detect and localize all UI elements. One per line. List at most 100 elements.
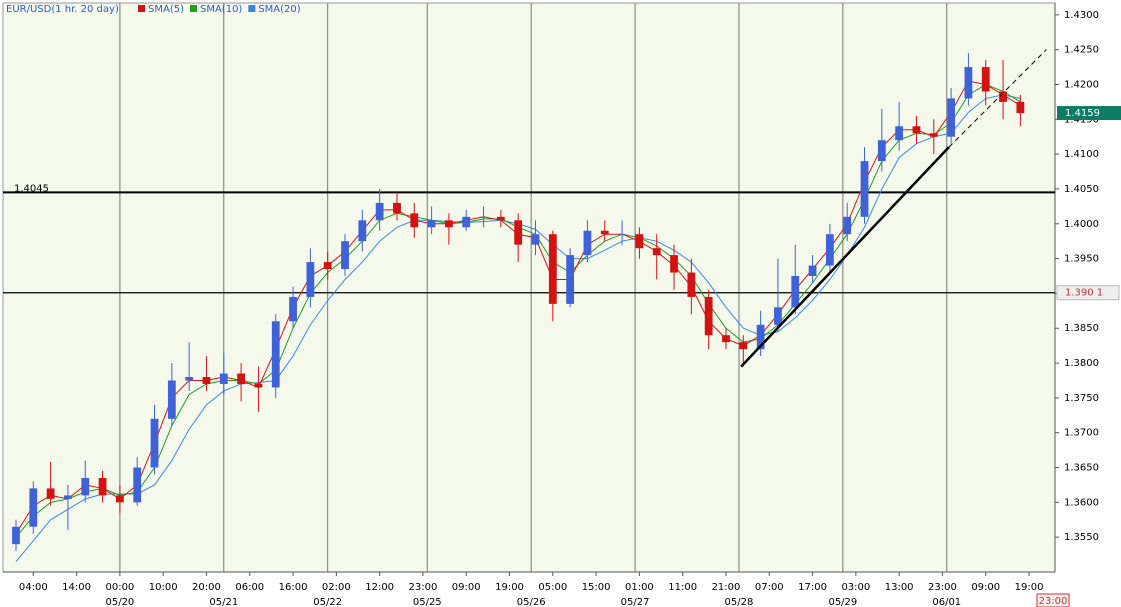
candle-body — [12, 526, 20, 545]
y-tick-label: 1.3850 — [1064, 323, 1099, 334]
candle-body — [393, 202, 401, 214]
y-tick-label: 1.3950 — [1064, 254, 1099, 265]
candle-body — [445, 220, 453, 228]
last-price-box — [1057, 106, 1121, 121]
y-tick-label: 1.4200 — [1064, 79, 1099, 90]
x-tick-label: 23:00 — [409, 582, 438, 593]
y-tick-label: 1.3750 — [1064, 393, 1099, 404]
candle-body — [687, 272, 696, 297]
x-tick-label: 09:00 — [452, 582, 481, 593]
candle-body — [929, 133, 938, 137]
candle-body — [306, 262, 315, 297]
y-tick-label: 1.3700 — [1064, 428, 1099, 439]
plot-background — [3, 3, 1055, 572]
candle-body — [791, 276, 800, 308]
candle-body — [410, 213, 419, 228]
candle-body — [323, 262, 332, 270]
date-label: 05/28 — [725, 597, 754, 607]
y-tick-label: 1.3800 — [1064, 358, 1099, 369]
x-tick-label: 01:00 — [625, 582, 654, 593]
candle-body — [912, 126, 921, 134]
candle-body — [756, 324, 765, 350]
candle-body — [548, 234, 557, 304]
candle-body — [289, 296, 297, 322]
date-label: 05/29 — [828, 597, 857, 607]
candle-body — [635, 234, 644, 249]
candle-body — [618, 234, 626, 236]
candle-body — [652, 248, 661, 256]
date-label: 05/21 — [209, 597, 238, 607]
x-tick-label: 00:00 — [105, 582, 134, 593]
candle-body — [1016, 101, 1025, 114]
x-tick-label: 19:00 — [1015, 582, 1044, 593]
x-tick-label: 05:00 — [538, 582, 567, 593]
y-tick-label: 1.3550 — [1064, 532, 1099, 543]
candle-body — [358, 220, 367, 242]
x-tick-label: 19:00 — [495, 582, 524, 593]
candle-body — [167, 380, 176, 419]
y-tick-label: 1.3650 — [1064, 463, 1099, 474]
chart-title: EUR/USD(1 hr. 20 day) — [6, 4, 119, 15]
x-tick-label: 06:00 — [235, 582, 264, 593]
x-tick-label: 17:00 — [798, 582, 827, 593]
candle-body — [185, 376, 194, 381]
candle-body — [462, 216, 471, 228]
date-label: 05/27 — [621, 597, 650, 607]
x-tick-label: 10:00 — [149, 582, 178, 593]
candle-body — [133, 467, 142, 503]
horizontal-line-label: 1.4045 — [14, 183, 49, 194]
x-tick-label: 02:00 — [322, 582, 351, 593]
x-tick-label: 09:00 — [971, 582, 1000, 593]
candle-body — [670, 255, 678, 273]
x-tick-label: 03:00 — [841, 582, 870, 593]
candle-body — [825, 234, 834, 266]
date-label: 05/26 — [517, 597, 546, 607]
legend-swatch — [189, 5, 197, 12]
candle-body — [600, 230, 609, 235]
price-marker-box — [1056, 285, 1120, 301]
candle-body — [64, 495, 72, 499]
candle-body — [150, 418, 159, 468]
candle-body — [999, 91, 1007, 102]
candle-body — [722, 335, 730, 343]
candle-body — [843, 216, 852, 235]
last-price-label: 1.4159 — [1065, 108, 1100, 119]
y-tick-label: 1.4300 — [1064, 10, 1099, 21]
candle-body — [237, 373, 246, 384]
candle-body — [479, 216, 488, 218]
candle-body — [98, 477, 107, 496]
candle-body — [964, 67, 973, 99]
price-marker-label: 1.390 1 — [1065, 288, 1103, 299]
legend-label: SMA(20) — [258, 4, 300, 15]
x-tick-label: 15:00 — [582, 582, 611, 593]
candle-body — [704, 296, 713, 336]
date-label: 05/22 — [313, 597, 342, 607]
candle-body — [427, 220, 436, 228]
legend-swatch — [248, 5, 256, 12]
x-tick-label: 21:00 — [712, 582, 741, 593]
x-tick-label: 14:00 — [62, 582, 91, 593]
x-tick-label: 04:00 — [19, 582, 48, 593]
date-label: 06/01 — [932, 597, 961, 607]
cursor-time-label: 23:00 — [1039, 596, 1068, 607]
candle-body — [46, 488, 55, 499]
date-label: 05/20 — [105, 597, 134, 607]
trendline — [948, 49, 1047, 148]
legend-label: SMA(10) — [200, 4, 242, 15]
candle-body — [115, 495, 124, 503]
cursor-time-box — [1036, 593, 1070, 607]
candle-body — [981, 67, 990, 92]
trendline — [740, 146, 950, 368]
x-tick-label: 07:00 — [755, 582, 784, 593]
candle-body — [254, 383, 263, 388]
candle-body — [566, 255, 575, 304]
x-tick-label: 23:00 — [928, 582, 957, 593]
candle-body — [219, 373, 228, 384]
candle-body — [29, 488, 38, 527]
y-tick-label: 1.3600 — [1064, 497, 1099, 508]
candle-body — [774, 307, 782, 325]
y-tick-label: 1.4250 — [1064, 45, 1099, 56]
candle-body — [895, 126, 904, 141]
y-tick-label: 1.4050 — [1064, 184, 1099, 195]
